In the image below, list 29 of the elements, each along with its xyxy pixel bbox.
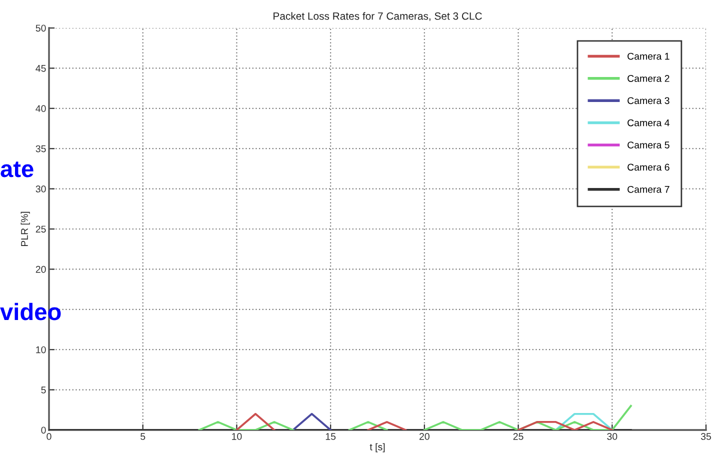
y-axis-title: PLR [%] <box>20 212 30 246</box>
legend-label: Camera 1 <box>628 52 670 60</box>
legend-label: Camera 6 <box>628 164 670 171</box>
x-tick-label: 10 <box>232 433 242 440</box>
y-tick-label: 20 <box>36 266 46 273</box>
chart-title: Packet Loss Rates for 7 Cameras, Set 3 CLC <box>274 12 482 21</box>
x-tick-label: 35 <box>700 433 711 440</box>
text: ate <box>0 162 34 178</box>
legend-label: Camera 7 <box>628 186 670 193</box>
x-tick-label: 30 <box>607 433 618 440</box>
y-tick-label: 10 <box>36 346 46 354</box>
y-tick-label: 30 <box>36 186 46 192</box>
legend-label: Camera 2 <box>628 75 670 82</box>
y-tick-label: 45 <box>36 65 46 72</box>
x-axis-title: t [s] <box>370 443 385 452</box>
x-tick-label: 25 <box>513 433 524 440</box>
y-tick-label: 5 <box>41 386 46 394</box>
y-tick-label: 40 <box>36 105 46 112</box>
x-tick-label: 20 <box>420 433 430 440</box>
x-tick-label: 0 <box>46 433 52 440</box>
legend-label: Camera 4 <box>628 119 670 126</box>
x-tick-label: 15 <box>326 433 336 440</box>
y-tick-label: 0 <box>41 426 46 434</box>
y-tick-label: 35 <box>36 145 46 152</box>
y-tick-label: 50 <box>36 24 46 32</box>
x-tick-label: 5 <box>140 433 146 440</box>
legend-label: Camera 5 <box>628 142 670 148</box>
legend-label: Camera 3 <box>628 97 670 104</box>
y-tick-label: 25 <box>36 226 46 233</box>
